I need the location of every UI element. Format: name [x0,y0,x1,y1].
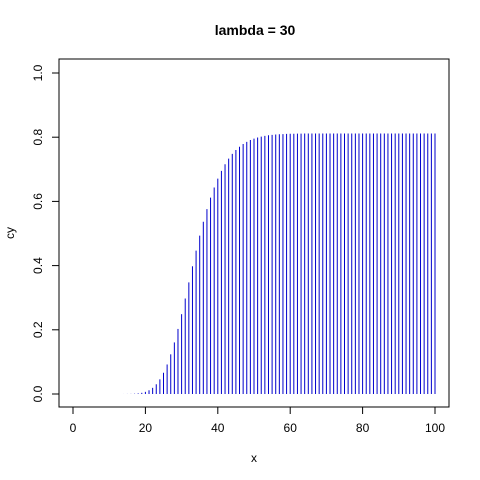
x-tick-label: 80 [356,421,370,435]
y-axis-label: cy [3,227,17,239]
bars [123,133,436,394]
x-tick-label: 20 [139,421,153,435]
y-tick-label: 0.0 [31,385,45,402]
y-tick-label: 0.6 [31,193,45,210]
x-axis: 0 20 40 60 80 100 [70,406,445,435]
x-tick-label: 40 [211,421,225,435]
y-tick-label: 0.8 [31,129,45,146]
x-axis-label: x [251,451,257,465]
y-tick-label: 0.2 [31,321,45,338]
y-axis: 0.0 0.2 0.4 0.6 0.8 1.0 [31,64,60,402]
y-tick-label: 0.4 [31,257,45,274]
chart-title: lambda = 30 [215,22,296,38]
x-tick-label: 60 [284,421,298,435]
y-tick-label: 1.0 [31,64,45,81]
x-tick-label: 100 [425,421,445,435]
x-tick-label: 0 [70,421,77,435]
